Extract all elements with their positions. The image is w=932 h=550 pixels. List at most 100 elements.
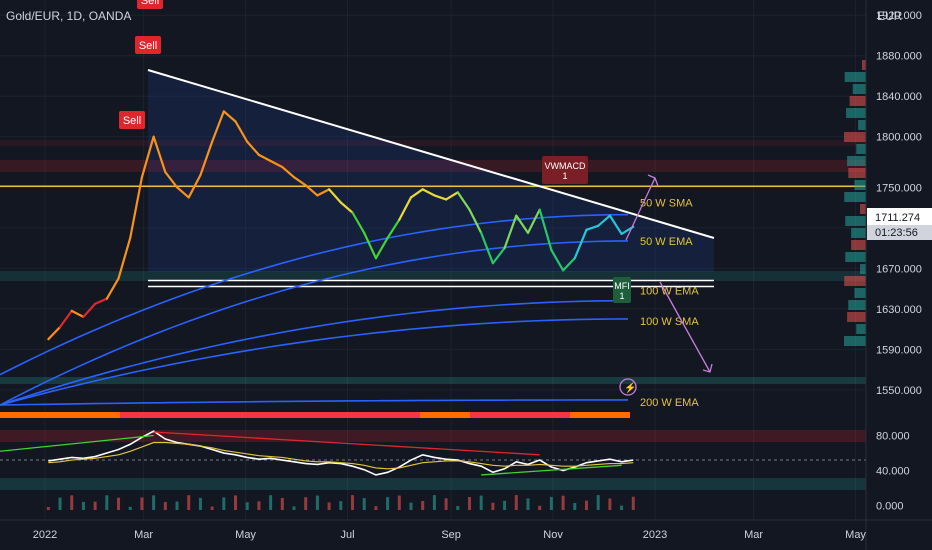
oscillator-trend-up: [0, 434, 154, 452]
volume-profile-bar: [844, 132, 866, 142]
volume-profile-bar: [844, 72, 866, 82]
alert-lightning-glyph: ⚡: [624, 381, 636, 394]
oscillator-histogram-bar: [479, 495, 483, 510]
support-zone-lower: [0, 377, 866, 384]
price-segment: [421, 188, 436, 197]
price-tick-label: 1920.000: [876, 10, 922, 22]
time-tick-label: Nov: [543, 529, 563, 541]
moving-average-label: 200 W EMA: [640, 397, 699, 409]
main-pane: 50 W SMA 50 W EMA 100 W EMA 100 W SMA 200 W …: [0, 0, 866, 520]
volume-profile-bar: [852, 84, 866, 94]
price-segment: [444, 191, 459, 201]
price-segment: [246, 140, 261, 157]
oscillator-histogram-bar: [198, 497, 202, 510]
volume-profile-bar: [858, 120, 866, 130]
time-tick-label: Mar: [134, 529, 153, 541]
oscillator-histogram-bar: [46, 507, 50, 510]
time-tick-label: May: [845, 529, 866, 541]
price-tick-label: 1750.000: [876, 182, 922, 194]
oscillator-histogram-bar: [93, 501, 97, 510]
moving-average-label: 100 W EMA: [640, 286, 699, 298]
resistance-zone-upper: [0, 140, 866, 146]
oscillator-histogram-bar: [526, 498, 530, 510]
support-zone: [0, 271, 866, 281]
arrow-up-head: [647, 174, 659, 187]
volume-profile-bar: [851, 240, 866, 250]
oscillator-lower-band: [0, 478, 866, 490]
price-segment: [585, 224, 600, 231]
signal-badge-bg: [542, 156, 588, 184]
oscillator-histogram-bar: [175, 501, 179, 510]
price-segment: [175, 186, 190, 199]
price-segment: [211, 110, 225, 143]
oscillator-histogram-bar: [538, 505, 542, 510]
oscillator-histogram-bar: [140, 497, 144, 510]
volume-profile: [844, 60, 866, 346]
oscillator-histogram-bar: [327, 502, 331, 510]
oscillator-histogram-bar: [467, 497, 471, 510]
oscillator-histogram-bar: [561, 495, 565, 510]
oscillator-histogram-bar: [58, 497, 62, 510]
oscillator-histogram-bar: [397, 495, 401, 510]
signal-badge-bg: [613, 277, 631, 303]
moving-average-label: 50 W SMA: [640, 198, 693, 210]
price-segment: [292, 176, 307, 187]
price-segment: [386, 218, 401, 240]
oscillator-histogram-bar: [514, 495, 518, 510]
price-segment: [398, 196, 413, 221]
price-segment: [47, 325, 62, 341]
indicator-strip-red: [120, 412, 420, 418]
oscillator-histogram-bar: [105, 495, 109, 510]
price-segment: [164, 171, 179, 189]
price-tick-label: 1800.000: [876, 132, 922, 144]
price-segment: [281, 165, 296, 179]
oscillator-histogram-bar: [187, 495, 191, 510]
projection-arrow-down: [659, 281, 711, 373]
volume-profile-bar: [848, 300, 866, 310]
oscillator-tick-label: 0.000: [876, 501, 904, 513]
price-segment: [257, 153, 272, 163]
price-segment: [351, 211, 366, 234]
time-axis: 2022 Mar May Jul Sep Nov 2023 Mar May: [33, 529, 867, 541]
oscillator-histogram-bar: [549, 496, 553, 510]
volume-profile-bar: [856, 324, 866, 334]
signal-badge-label: VWMACD: [545, 161, 586, 171]
volume-profile-bar: [844, 336, 866, 346]
oscillator-axis: 80.000 40.000 0.000: [876, 431, 910, 513]
price-segment: [550, 248, 565, 272]
oscillator-histogram-bar: [292, 506, 296, 510]
time-tick-label: Mar: [744, 529, 763, 541]
price-series: [47, 110, 635, 341]
oscillator-histogram-bar: [491, 502, 495, 510]
price-segment: [105, 277, 120, 300]
price-segment: [328, 188, 342, 204]
oscillator-histogram-bar: [339, 501, 343, 510]
oscillator-histogram-bar: [210, 506, 214, 510]
volume-profile-bar: [854, 288, 866, 298]
oscillator-histogram-bar: [573, 502, 577, 510]
moving-average-line: [0, 213, 629, 376]
oscillator-histogram-bar: [163, 502, 167, 510]
triangle-fill: [148, 70, 714, 272]
price-tick-label: 1880.000: [876, 51, 922, 63]
volume-profile-bar: [844, 192, 866, 202]
oscillator-histogram-bar: [315, 495, 319, 510]
oscillator-histogram-bar: [280, 497, 284, 510]
time-tick-label: Jul: [340, 529, 354, 541]
price-axis: 1920.000 1880.000 1840.000 1800.000 1750.000…: [876, 10, 922, 397]
time-tick-label: 2023: [643, 529, 667, 541]
price-segment: [316, 188, 331, 197]
symbol-title[interactable]: Gold/EUR, 1D, OANDA: [6, 9, 131, 23]
oscillator-histogram-bar: [421, 500, 425, 510]
volume-profile-bar: [862, 60, 866, 70]
price-segment: [222, 110, 237, 123]
moving-average-line: [0, 299, 629, 406]
last-price-tag-bg: [867, 208, 932, 225]
signal-badge-label: 1: [619, 291, 624, 301]
oscillator-line: [48, 430, 634, 476]
signal-badge-label: 1: [562, 171, 567, 181]
alert-lightning-icon[interactable]: [619, 378, 637, 396]
price-segment: [234, 120, 249, 143]
price-tick-label: 1630.000: [876, 304, 922, 316]
